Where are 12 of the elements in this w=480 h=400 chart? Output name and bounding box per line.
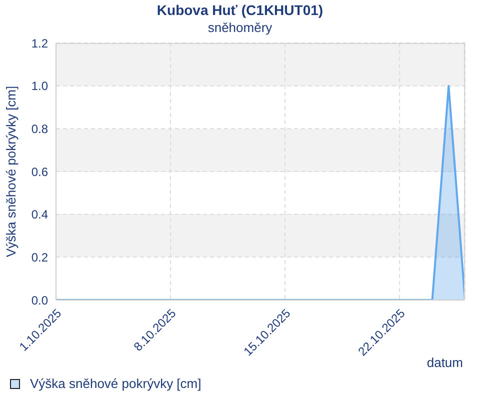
y-tick-label: 0.0 [31, 293, 48, 308]
y-tick-label: 0.2 [31, 250, 48, 264]
legend-label: Výška sněhové pokrývky [cm] [30, 376, 202, 392]
y-tick-label: 0.4 [31, 208, 48, 222]
chart-subtitle: sněhoměry [206, 20, 274, 36]
y-tick-label: 1.0 [31, 79, 48, 94]
y-axis-title: Výška sněhové pokrývky [cm] [4, 86, 18, 258]
chart-title: Kubova Huť (C1KHUT01) [156, 2, 324, 18]
y-tick-label: 0.8 [31, 122, 48, 136]
x-axis-title: datum [426, 355, 463, 371]
y-tick-label: 0.6 [31, 164, 48, 179]
y-tick-label: 1.2 [31, 36, 48, 50]
